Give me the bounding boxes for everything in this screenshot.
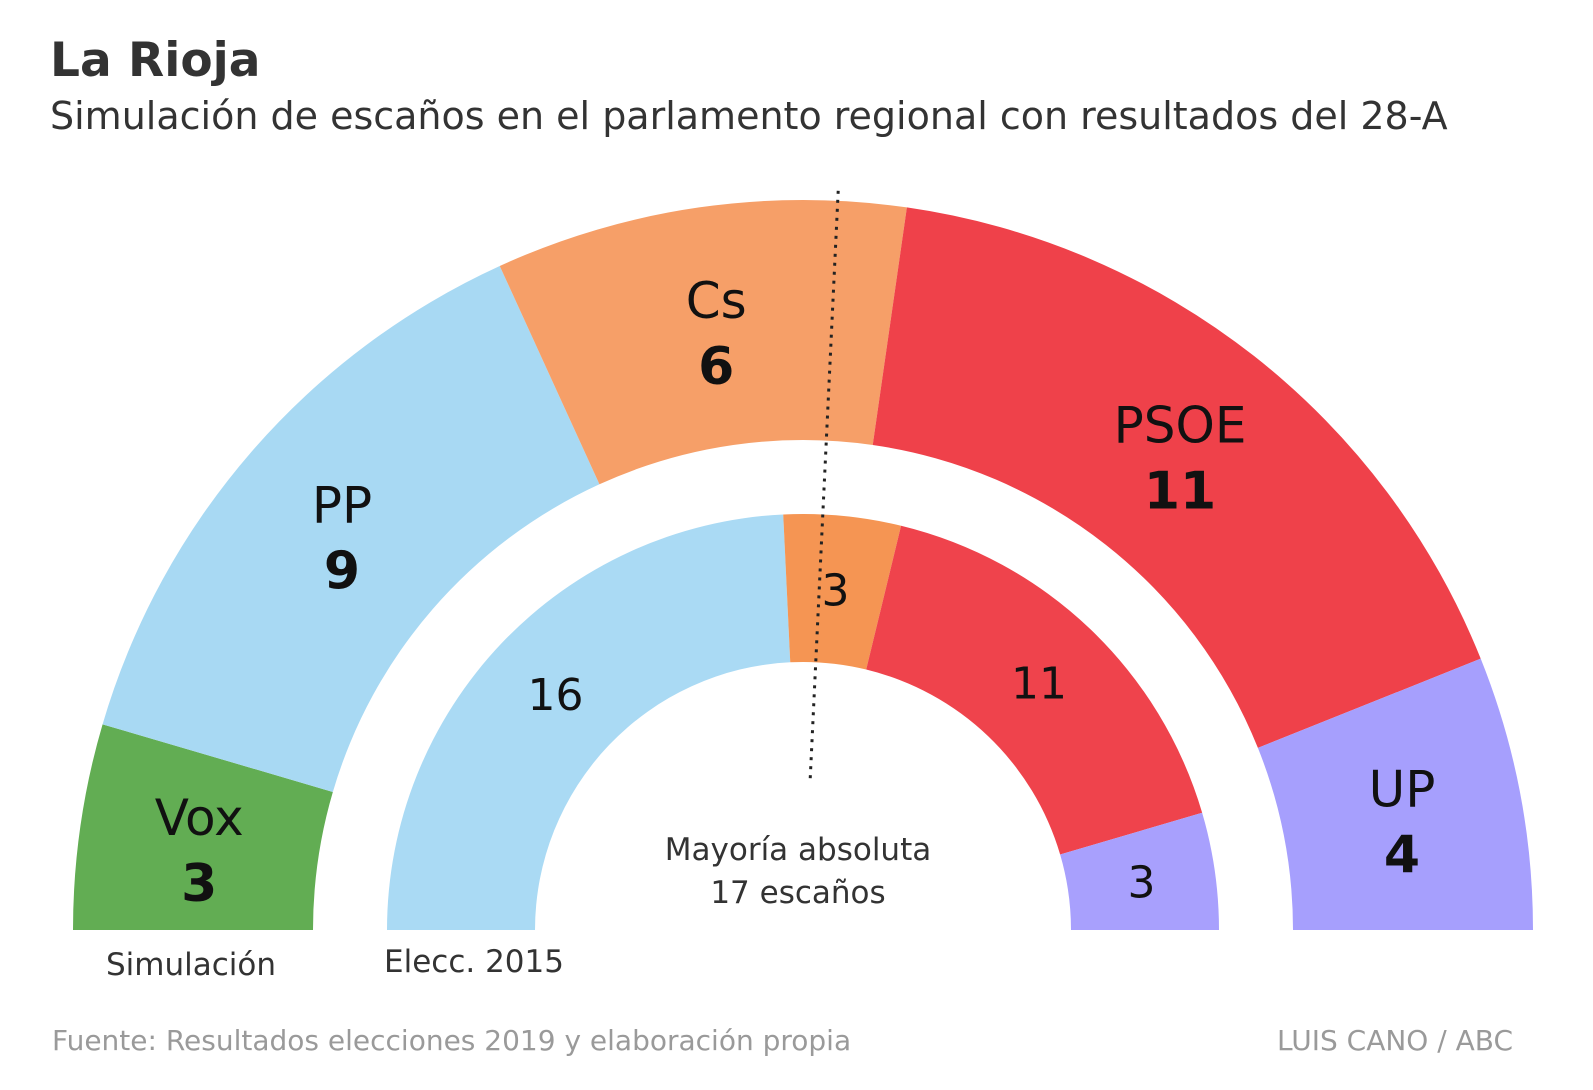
- seat-count-2015-psoe: 11: [1011, 658, 1067, 709]
- seat-segment-sim-pp: [102, 265, 600, 792]
- credit-note: LUIS CANO / ABC: [1277, 1024, 1513, 1057]
- party-label-up: UP: [1369, 761, 1436, 819]
- seat-count-sim-pp: 9: [324, 542, 360, 602]
- chart-subtitle: Simulación de escaños en el parlamento r…: [50, 94, 1448, 138]
- majority-label-line2: 17 escaños: [710, 875, 885, 911]
- seat-count-2015-up: 3: [1128, 857, 1156, 908]
- seat-segment-sim-up: [1257, 658, 1533, 930]
- majority-label-line1: Mayoría absoluta: [665, 832, 931, 868]
- inner-ring: 16 3 11 3: [387, 513, 1219, 930]
- source-note: Fuente: Resultados elecciones 2019 y ela…: [52, 1024, 852, 1057]
- seat-count-sim-psoe: 11: [1144, 462, 1216, 522]
- seat-count-2015-cs: 3: [822, 566, 850, 617]
- chart-title: La Rioja: [50, 33, 261, 88]
- ring-label-2015: Elecc. 2015: [384, 944, 564, 980]
- party-label-cs: Cs: [686, 272, 747, 330]
- seat-segment-sim-psoe: [872, 207, 1481, 748]
- seat-count-sim-up: 4: [1384, 826, 1420, 886]
- seat-segment-2015-psoe: [866, 525, 1203, 855]
- seat-count-2015-pp: 16: [527, 670, 583, 721]
- party-label-pp: PP: [312, 477, 372, 535]
- seat-segment-sim-vox: [73, 724, 333, 930]
- seat-segment-2015-up: [1060, 812, 1219, 930]
- party-label-vox: Vox: [155, 789, 244, 847]
- ring-label-simulacion: Simulación: [106, 947, 276, 983]
- seat-segment-2015-cs: [783, 513, 902, 670]
- outer-ring: Vox 3 PP 9 Cs 6 PSOE 11 UP 4: [73, 199, 1533, 930]
- seat-count-sim-vox: 3: [181, 854, 217, 914]
- seat-segment-2015-pp: [387, 514, 791, 930]
- seat-count-sim-cs: 6: [698, 337, 734, 397]
- party-label-psoe: PSOE: [1114, 397, 1247, 455]
- seat-segment-sim-cs: [499, 199, 907, 485]
